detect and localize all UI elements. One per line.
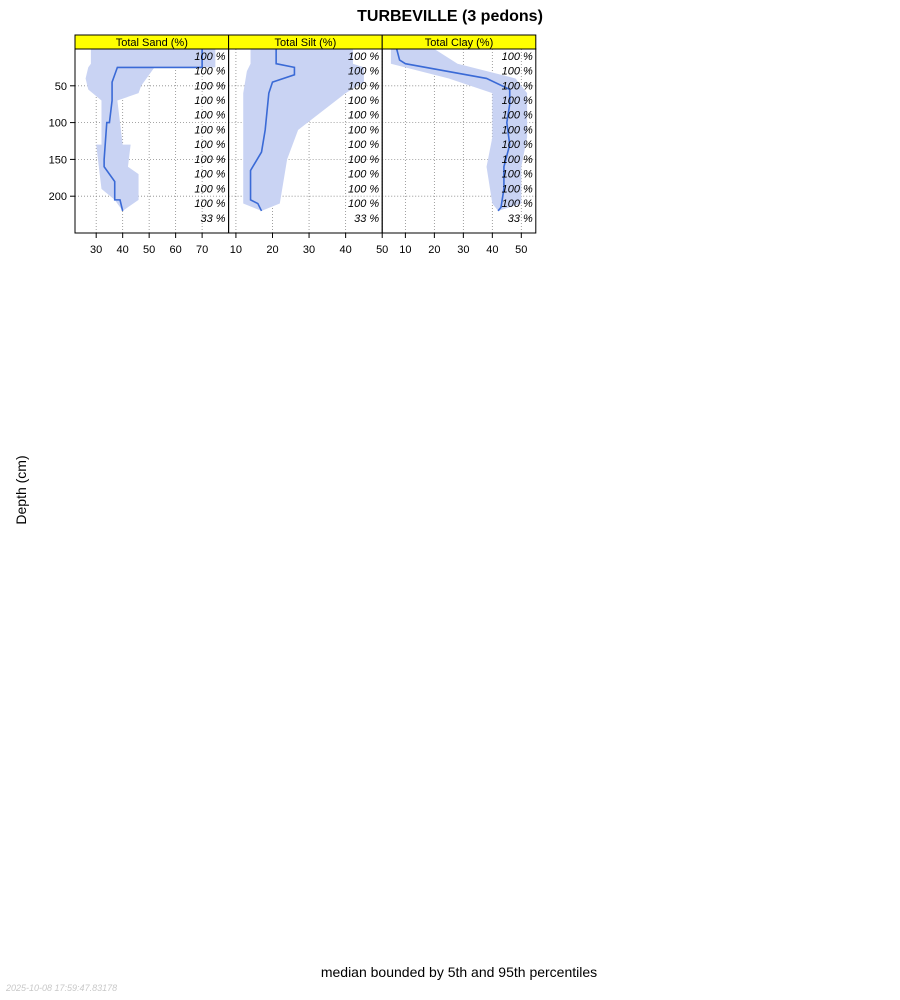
percent-label: 100 % [348,80,379,92]
percent-label: 100 % [502,169,533,181]
percent-label: 100 % [502,80,533,92]
percent-label: 100 % [502,95,533,107]
percent-label: 33 % [508,213,533,225]
x-tick-label: 70 [196,244,208,256]
percent-label: 100 % [194,80,225,92]
percent-label: 100 % [194,154,225,166]
x-tick-label: 30 [90,244,102,256]
percent-label: 100 % [194,183,225,195]
percent-label: 100 % [502,183,533,195]
median-line [395,48,511,212]
percent-label: 100 % [194,95,225,107]
percent-label: 100 % [348,198,379,210]
percent-label: 100 % [194,169,225,181]
percent-label: 33 % [354,213,379,225]
x-tick-label: 50 [515,244,527,256]
median-line [103,49,203,212]
y-axis-label: Depth (cm) [13,455,29,524]
percent-label: 100 % [502,198,533,210]
y-tick-label-left: 100 [49,118,67,130]
panel-grid: Total Sand (%) 100 % 100 % 100 % 100 % 100 % 1… [49,34,537,256]
percent-label: 100 % [194,51,225,63]
percent-label: 100 % [194,124,225,136]
x-tick-label: 20 [428,244,440,256]
percent-label: 100 % [502,139,533,151]
timestamp: 2025-10-08 17:59:47.83178 [5,983,117,993]
percent-label: 100 % [502,66,533,78]
percent-label: 100 % [194,66,225,78]
percent-label: 100 % [348,139,379,151]
percentile-band [243,49,364,211]
percent-label: 100 % [348,183,379,195]
panel-title: Total Silt (%) [275,37,337,49]
percent-label: 100 % [502,51,533,63]
percent-label: 100 % [348,169,379,181]
panel-title: Total Clay (%) [425,37,493,49]
x-tick-label: 40 [486,244,498,256]
x-tick-label: 10 [399,244,411,256]
y-tick-label-left: 150 [49,154,67,166]
percent-label: 100 % [348,110,379,122]
x-axis-label: median bounded by 5th and 95th percentil… [321,964,597,980]
percentile-band [390,49,528,211]
x-tick-label: 10 [230,244,242,256]
panel-title: Total Sand (%) [116,37,188,49]
x-tick-label: 60 [170,244,182,256]
x-tick-label: 40 [117,244,129,256]
chart-title: TURBEVILLE (3 pedons) [357,8,543,25]
percent-label: 100 % [194,110,225,122]
y-tick-label-left: 200 [49,191,67,203]
x-tick-label: 50 [376,244,388,256]
percent-label: 100 % [348,51,379,63]
percent-label: 100 % [348,95,379,107]
percent-label: 100 % [502,124,533,136]
panel-frame [381,48,537,234]
percent-label: 100 % [502,154,533,166]
panel: Total Sand (%) 100 % 100 % 100 % 100 % 100 % 1… [74,34,230,256]
median-line [249,49,296,212]
percent-label: 100 % [348,124,379,136]
panel: Total Clay (%) 100 % 100 % 100 % 100 % 100 % 1… [381,34,537,256]
x-tick-label: 50 [143,244,155,256]
x-tick-label: 40 [340,244,352,256]
panel: Total Silt (%) 100 % 100 % 100 % 100 % 100 % 1… [228,34,388,256]
x-tick-label: 20 [266,244,278,256]
percent-label: 100 % [194,139,225,151]
x-tick-label: 30 [303,244,315,256]
percent-label: 33 % [201,213,226,225]
x-tick-label: 30 [457,244,469,256]
percent-label: 100 % [194,198,225,210]
percent-label: 100 % [502,110,533,122]
percent-label: 100 % [348,66,379,78]
percentile-band [85,49,216,211]
percent-label: 100 % [348,154,379,166]
y-tick-label-left: 50 [55,81,67,93]
